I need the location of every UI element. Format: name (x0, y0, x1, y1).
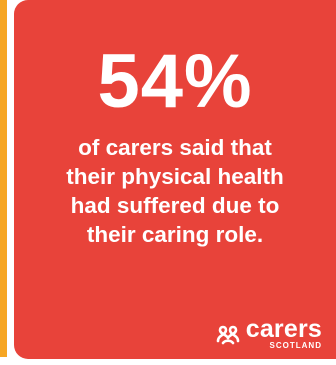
logo-subtitle: SCOTLAND (269, 341, 322, 350)
statistic-caption: of carers said that their physical healt… (36, 133, 314, 249)
caption-line-2: their physical health (66, 164, 284, 189)
statistic-card: 54% of carers said that their physical h… (14, 0, 336, 359)
caption-line-1: of carers said that (78, 135, 272, 160)
carers-scotland-logo: carers SCOTLAND (215, 315, 322, 351)
logo-wordmark: carers (245, 315, 322, 343)
side-accent-strip (0, 0, 7, 357)
statistic-value: 54% (97, 39, 253, 124)
caption-line-4: their caring role. (86, 222, 264, 247)
caption-line-3: had suffered due to (70, 193, 280, 218)
interlinked-loops-icon (216, 325, 240, 345)
logo-text: carers SCOTLAND (245, 315, 322, 351)
